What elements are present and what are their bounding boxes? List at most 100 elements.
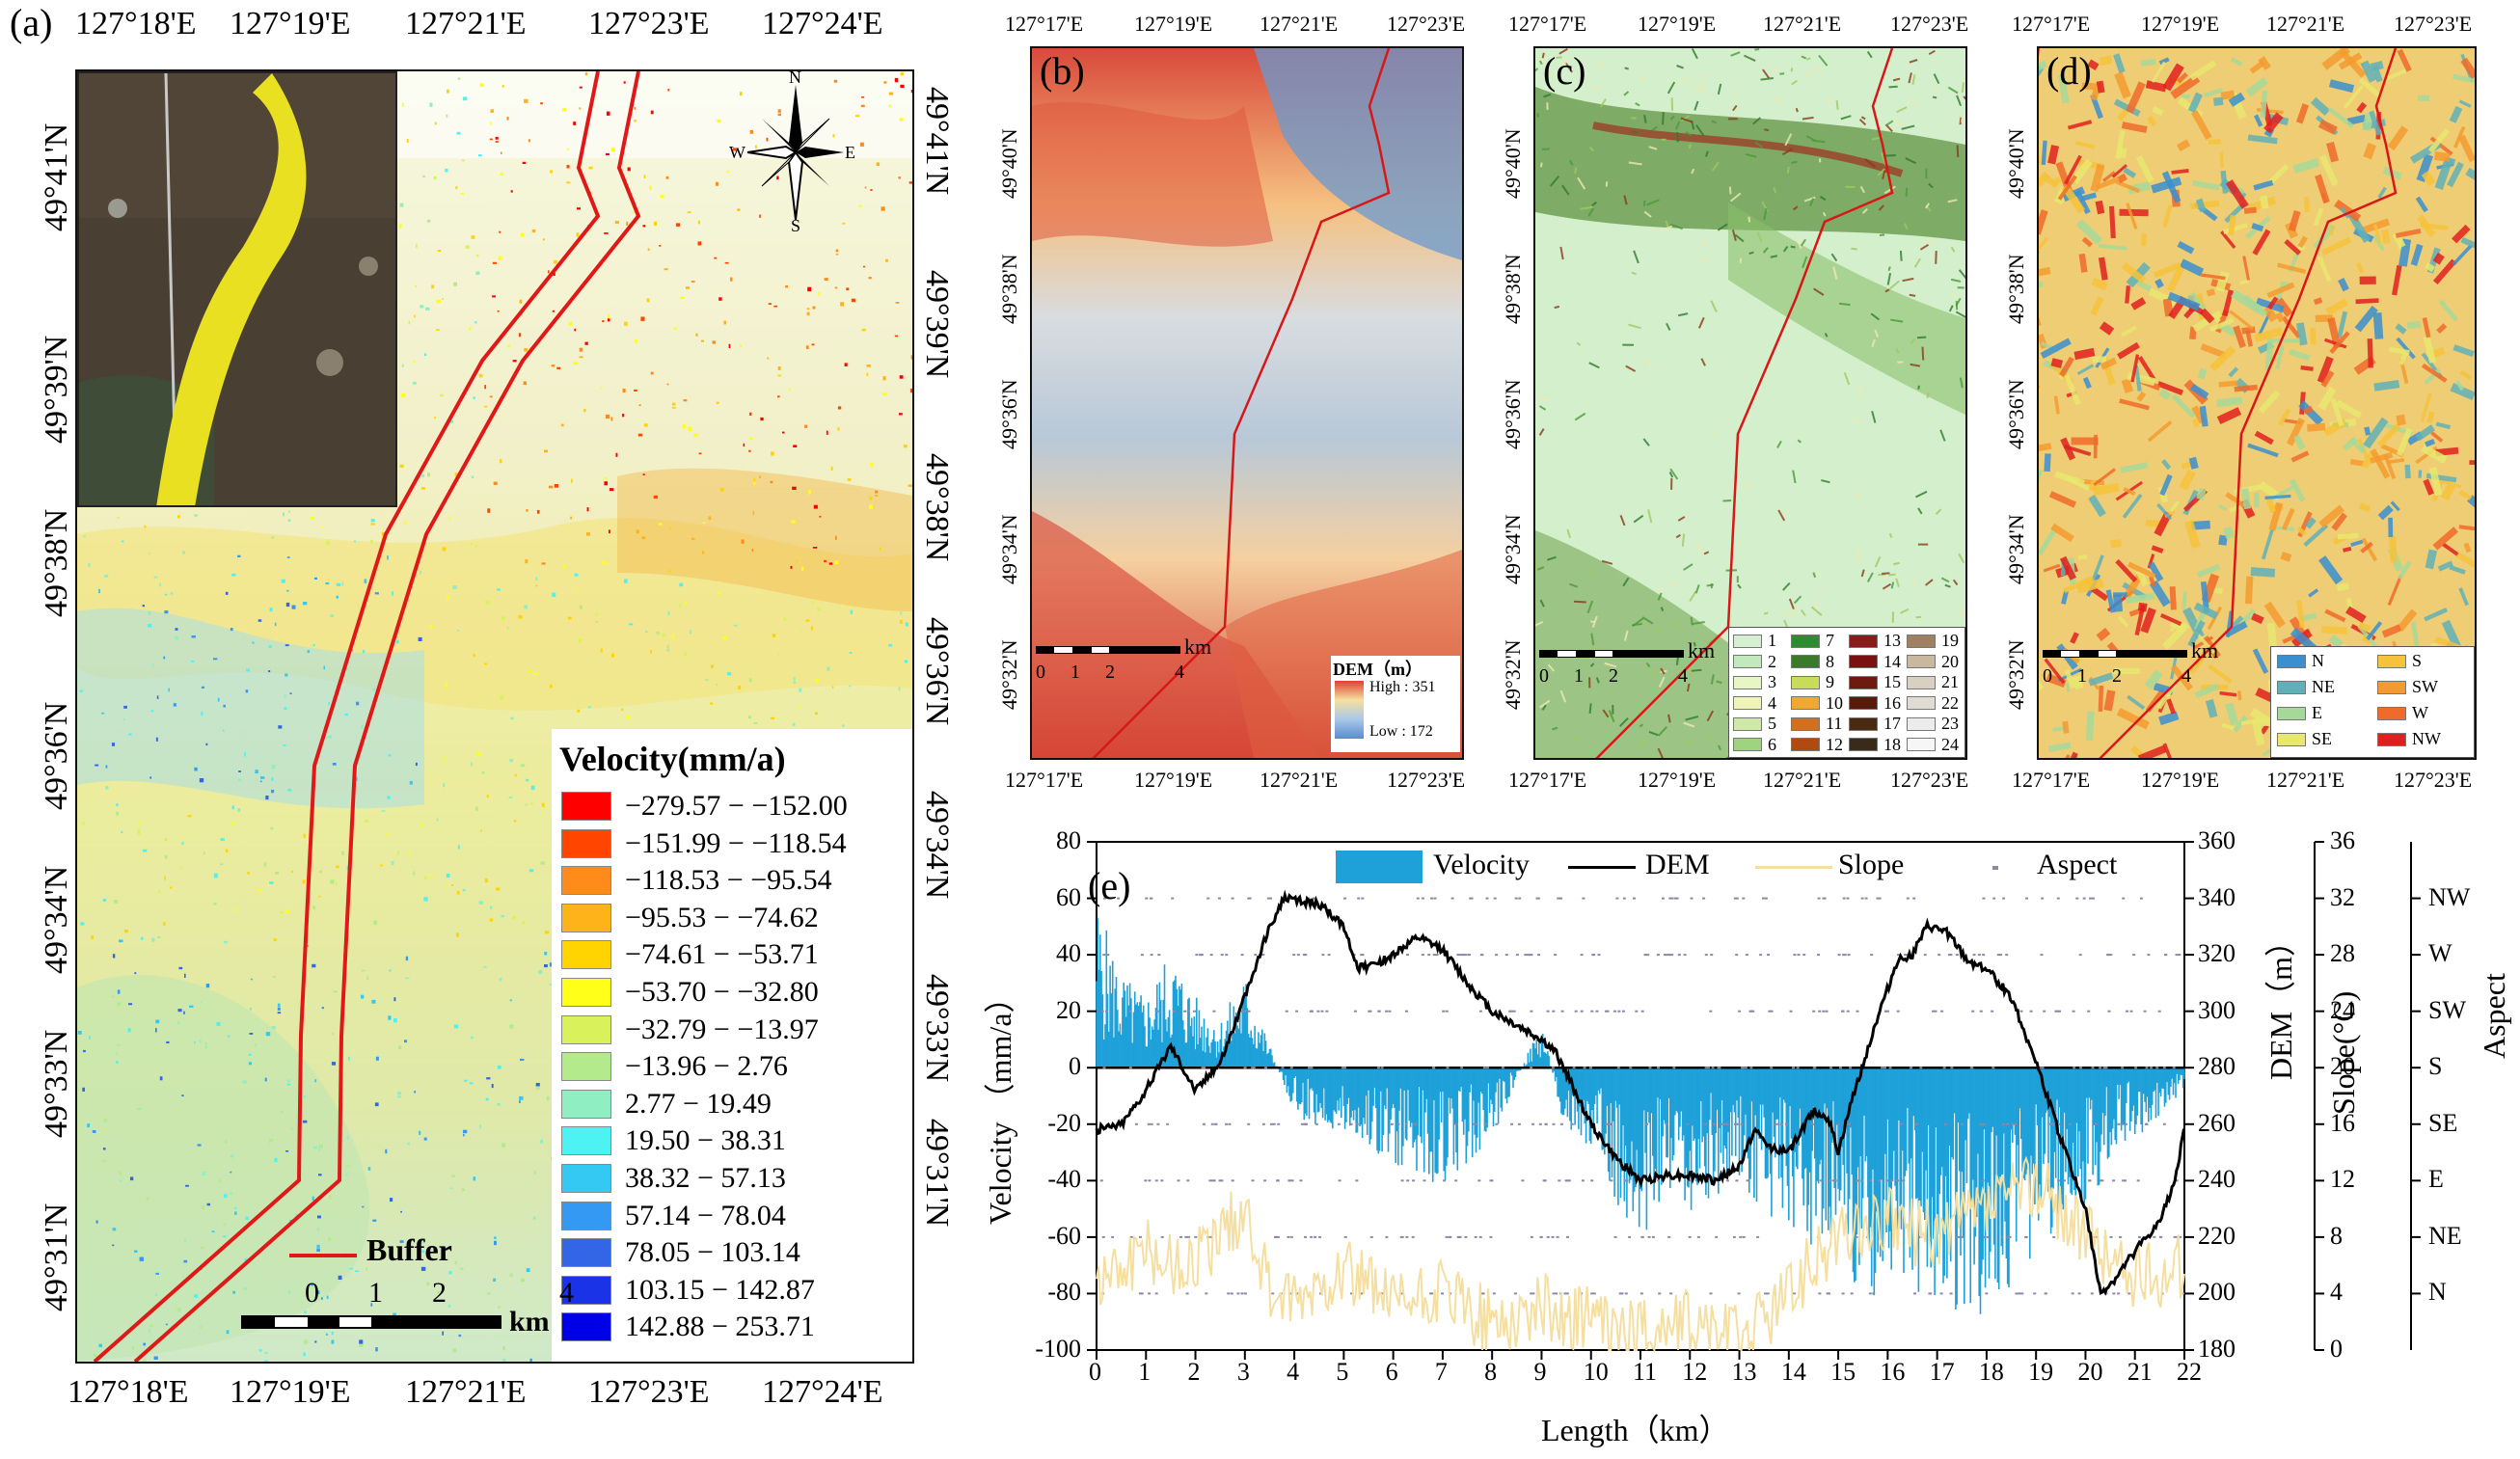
aspect-point	[1385, 1235, 1389, 1238]
aspect-point	[1878, 897, 1882, 900]
aspect-point	[2068, 1122, 2072, 1125]
velocity-pixel	[420, 1266, 426, 1271]
landform-pixel	[1897, 361, 1904, 364]
aspect-point	[1774, 1292, 1777, 1295]
velocity-pixel	[338, 1275, 342, 1280]
a-left-tick-5: 49°33'N	[39, 1029, 74, 1138]
velocity-pixel	[883, 81, 887, 84]
velocity-pixel	[457, 630, 460, 632]
landform-pixel	[1762, 68, 1770, 79]
aspect-pixel	[2254, 493, 2260, 508]
x-tick-label: 1	[1138, 1358, 1152, 1386]
aspect-point	[1919, 1067, 1923, 1069]
landform-pixel	[1956, 95, 1963, 107]
velocity-pixel	[531, 229, 536, 233]
aspect-point	[1618, 1292, 1622, 1295]
buffer-legend-line	[289, 1254, 357, 1257]
aspect-point	[1279, 1292, 1283, 1295]
aspect-point	[2092, 897, 2095, 900]
landform-pixel	[1882, 572, 1890, 575]
velocity-pixel	[93, 1354, 97, 1358]
aspect-pixel	[2115, 179, 2141, 194]
landform-pixel	[1564, 61, 1573, 73]
landform-pixel	[1901, 124, 1915, 130]
velocity-pixel	[861, 328, 866, 332]
velocity-pixel	[312, 1146, 317, 1149]
velocity-pixel	[316, 1244, 320, 1249]
landform-pixel	[1748, 251, 1754, 256]
aspect-pixel	[2233, 325, 2246, 349]
velocity-pixel	[194, 1294, 199, 1298]
inset-buffer-zone	[156, 73, 307, 505]
aspect-point	[1715, 1179, 1719, 1182]
landform-pixel	[1554, 305, 1560, 310]
velocity-legend-row: −118.53 − −95.54	[561, 863, 832, 898]
velocity-pixel	[181, 1094, 184, 1096]
aspect-pixel	[2251, 223, 2264, 232]
scalebar-d-1: 1	[2077, 665, 2087, 687]
aspect-point	[1735, 897, 1739, 900]
aspect-point	[1982, 1122, 1986, 1125]
landform-pixel	[1669, 621, 1680, 627]
aspect-pixel	[2218, 380, 2238, 388]
aspect-pixel	[2204, 88, 2224, 98]
landform-pixel	[1680, 117, 1694, 123]
scalebar-a-label-4: 4	[559, 1277, 574, 1309]
aspect-point	[1764, 1292, 1767, 1295]
aspect-point	[1725, 1122, 1729, 1125]
velocity-legend-swatch	[561, 903, 611, 932]
aspect-point	[1736, 1122, 1740, 1125]
a-left-tick-4: 49°34'N	[39, 865, 74, 974]
aspect-point	[1913, 1292, 1916, 1295]
landform-pixel	[1819, 589, 1825, 592]
velocity-pixel	[117, 1002, 122, 1007]
landform-pixel	[1900, 608, 1910, 614]
velocity-pixel	[234, 1207, 237, 1209]
aspect-point	[2106, 954, 2110, 957]
velocity-pixel	[401, 364, 404, 367]
aspect-pixel	[2251, 612, 2264, 625]
landform-pixel	[1667, 579, 1676, 588]
velocity-pixel	[689, 630, 691, 635]
landform-legend-label: 16	[1883, 692, 1901, 713]
aspect-point	[1896, 1179, 1900, 1182]
y-slope-tick-label: 12	[2330, 1165, 2355, 1194]
velocity-pixel	[626, 221, 628, 226]
velocity-pixel	[660, 195, 664, 199]
velocity-pixel	[675, 223, 681, 227]
aspect-point	[1866, 1235, 1870, 1238]
aspect-point	[1678, 1179, 1682, 1182]
velocity-pixel	[753, 722, 758, 724]
legend-aspect-marker	[1992, 866, 1998, 870]
y-aspect-tick-label: W	[2428, 939, 2452, 968]
velocity-pixel	[387, 555, 389, 560]
aspect-point	[1405, 1010, 1408, 1013]
velocity-pixel	[470, 542, 473, 546]
landform-pixel	[1947, 199, 1958, 203]
aspect-point	[1683, 954, 1687, 957]
landform-pixel	[1651, 125, 1658, 132]
landform-pixel	[1625, 365, 1637, 372]
aspect-point	[1206, 1235, 1209, 1238]
aspect-pixel	[2288, 210, 2301, 232]
aspect-point	[1609, 1122, 1612, 1125]
aspect-point	[1184, 1235, 1188, 1238]
velocity-pixel	[235, 908, 237, 912]
velocity-pixel	[847, 477, 852, 481]
velocity-pixel	[798, 704, 800, 708]
aspect-pixel	[2317, 386, 2337, 411]
aspect-point	[2120, 1122, 2124, 1125]
aspect-point	[1802, 954, 1806, 957]
landform-pixel	[1908, 72, 1912, 84]
velocity-pixel	[716, 401, 719, 404]
landform-pixel	[1645, 624, 1651, 628]
velocity-pixel	[314, 577, 317, 580]
aspect-point	[1429, 1292, 1433, 1295]
aspect-point	[1544, 1122, 1548, 1125]
velocity-legend-swatch	[561, 1238, 611, 1268]
aspect-point	[1580, 1292, 1584, 1295]
aspect-pixel	[2146, 115, 2157, 127]
aspect-point	[1929, 1292, 1933, 1295]
velocity-pixel	[336, 595, 339, 599]
landform-legend-swatch	[1849, 634, 1878, 648]
